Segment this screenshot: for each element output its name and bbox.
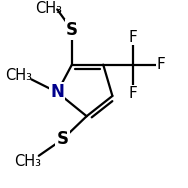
Text: S: S (57, 130, 69, 148)
Text: F: F (128, 30, 137, 45)
Text: F: F (128, 86, 137, 101)
Text: F: F (157, 57, 166, 72)
Text: S: S (66, 21, 78, 39)
Text: CH₃: CH₃ (35, 1, 62, 16)
Text: CH₃: CH₃ (14, 154, 41, 169)
Text: CH₃: CH₃ (5, 68, 32, 83)
Text: N: N (50, 83, 64, 101)
